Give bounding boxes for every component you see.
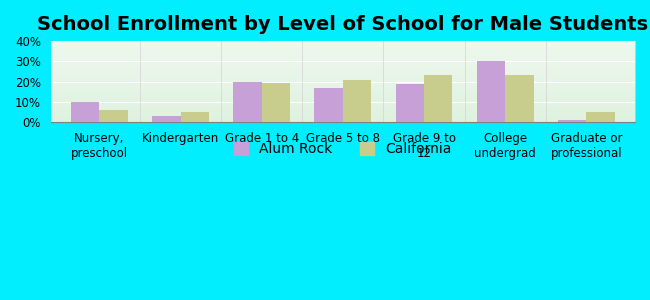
Bar bbox=[424, 76, 452, 122]
Bar bbox=[396, 84, 424, 122]
Bar bbox=[262, 82, 290, 122]
Bar bbox=[152, 116, 181, 122]
Legend: Alum Rock, California: Alum Rock, California bbox=[229, 137, 457, 162]
Bar bbox=[181, 112, 209, 122]
Bar bbox=[233, 82, 262, 122]
Bar bbox=[99, 110, 128, 122]
Bar bbox=[315, 88, 343, 122]
Bar bbox=[586, 112, 615, 122]
Bar bbox=[71, 102, 99, 122]
Bar bbox=[343, 80, 371, 122]
Bar bbox=[476, 61, 505, 122]
Bar bbox=[558, 120, 586, 122]
Title: School Enrollment by Level of School for Male Students: School Enrollment by Level of School for… bbox=[37, 15, 649, 34]
Bar bbox=[505, 76, 534, 122]
